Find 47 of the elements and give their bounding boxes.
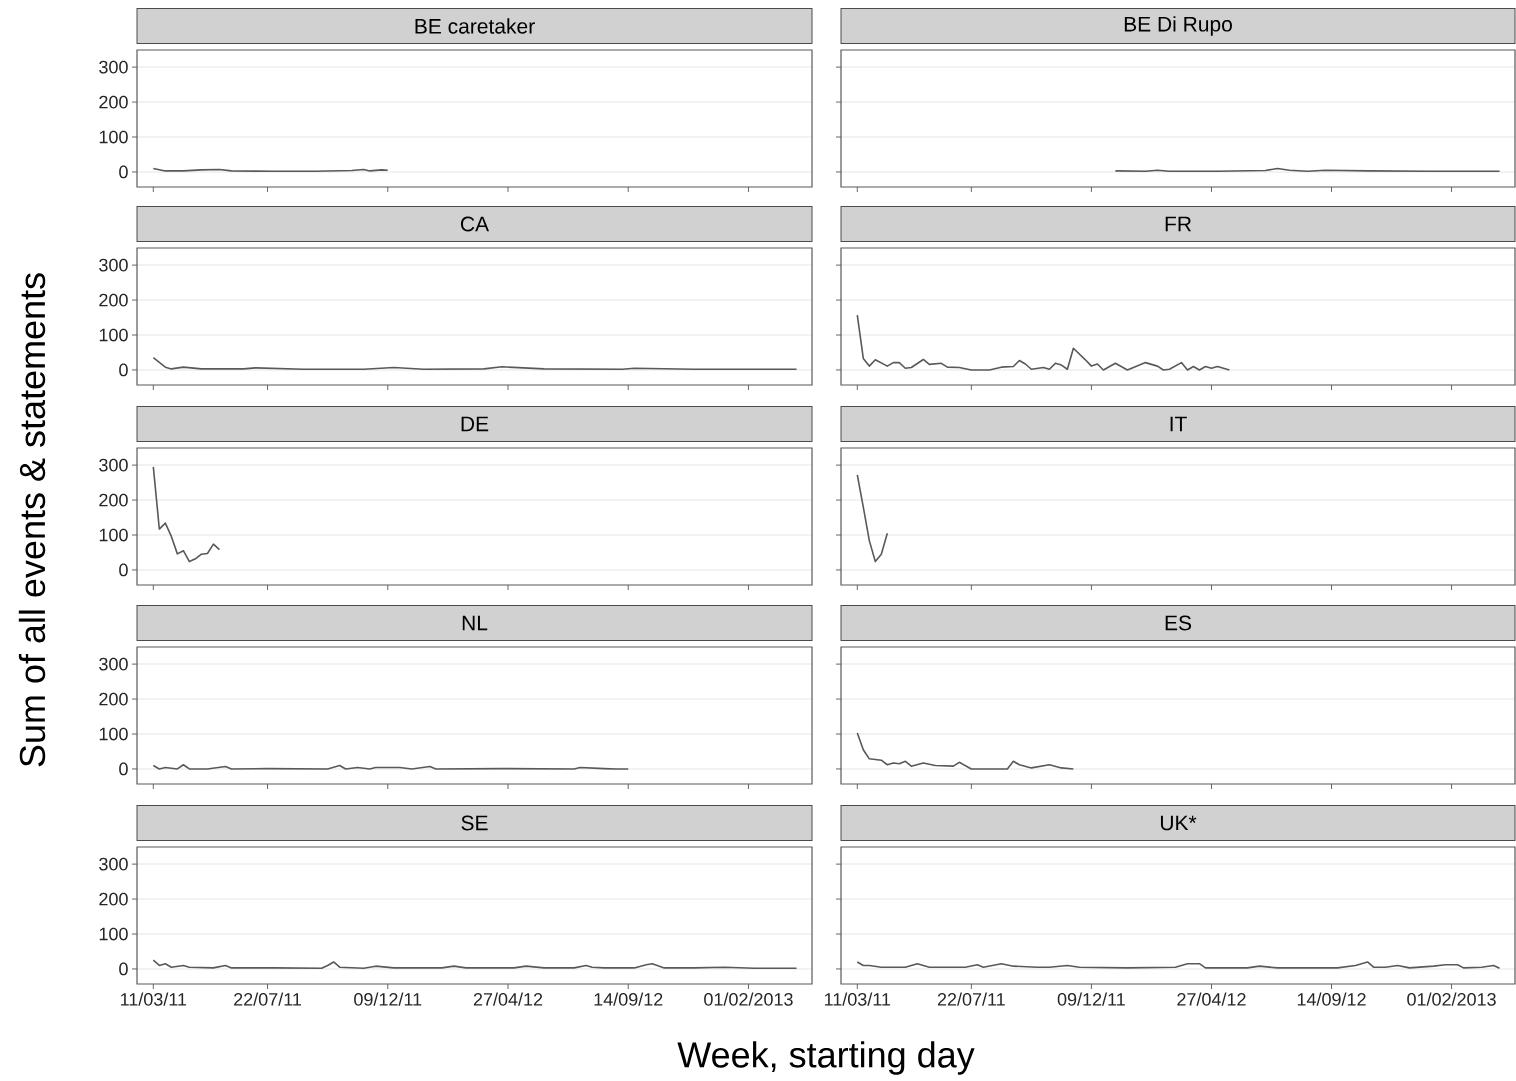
y-tick-label: 0	[119, 962, 128, 976]
x-tick-label: 11/03/11	[120, 992, 187, 1006]
line-series	[152, 356, 798, 371]
y-tick-label: 300	[99, 657, 128, 671]
y-tick-label: 300	[99, 458, 128, 472]
y-tick-label: 200	[99, 692, 128, 706]
y-tick-label: 0	[119, 363, 128, 377]
y-tick-label: 100	[99, 130, 128, 144]
chart-title: IT	[1170, 416, 1187, 432]
chart-title: CA	[460, 216, 490, 232]
y-tick-label: 0	[119, 762, 128, 776]
x-tick-label: 09/12/11	[354, 992, 422, 1006]
chart-title: ES	[1165, 615, 1192, 631]
x-tick-label: 22/07/11	[937, 992, 1005, 1006]
y-tick-label: 0	[119, 563, 128, 577]
y-tick-label: 200	[99, 293, 128, 307]
y-tick-label: 200	[99, 493, 128, 507]
y-tick-label: 100	[99, 927, 128, 941]
y-tick-label: 300	[99, 60, 128, 74]
y-tick-label: 100	[99, 328, 128, 342]
line-series	[152, 959, 798, 970]
x-tick-label: 09/12/11	[1057, 992, 1125, 1006]
line-series	[152, 466, 221, 563]
y-tick-label: 0	[119, 165, 128, 179]
x-tick-label: 27/04/12	[1177, 992, 1246, 1006]
x-tick-label: 22/07/11	[234, 992, 302, 1006]
chart-title: NL	[462, 615, 488, 631]
chart-title: BE Di Rupo	[1124, 16, 1232, 36]
y-axis-title: Sum of all events & statements	[18, 273, 46, 767]
chart-title: FR	[1165, 216, 1192, 232]
x-tick-label: 11/03/11	[824, 992, 891, 1006]
y-tick-label: 300	[99, 857, 128, 871]
chart-title: SE	[461, 815, 488, 831]
x-tick-label: 27/04/12	[473, 992, 543, 1006]
y-tick-label: 100	[99, 528, 128, 542]
x-tick-label: 14/09/12	[1297, 992, 1366, 1006]
y-tick-label: 300	[99, 258, 128, 272]
chart-title: BE caretaker	[415, 18, 535, 34]
x-tick-label: 01/02/2013	[704, 992, 793, 1006]
chart-title: UK*	[1160, 815, 1197, 831]
x-axis-title: Week, starting day	[677, 1041, 975, 1075]
chart-title: DE	[461, 416, 489, 432]
x-tick-label: 14/09/12	[594, 992, 663, 1006]
y-tick-label: 200	[99, 892, 128, 906]
x-tick-label: 01/02/2013	[1407, 992, 1496, 1006]
y-tick-label: 200	[99, 95, 128, 109]
y-tick-label: 100	[99, 727, 128, 741]
